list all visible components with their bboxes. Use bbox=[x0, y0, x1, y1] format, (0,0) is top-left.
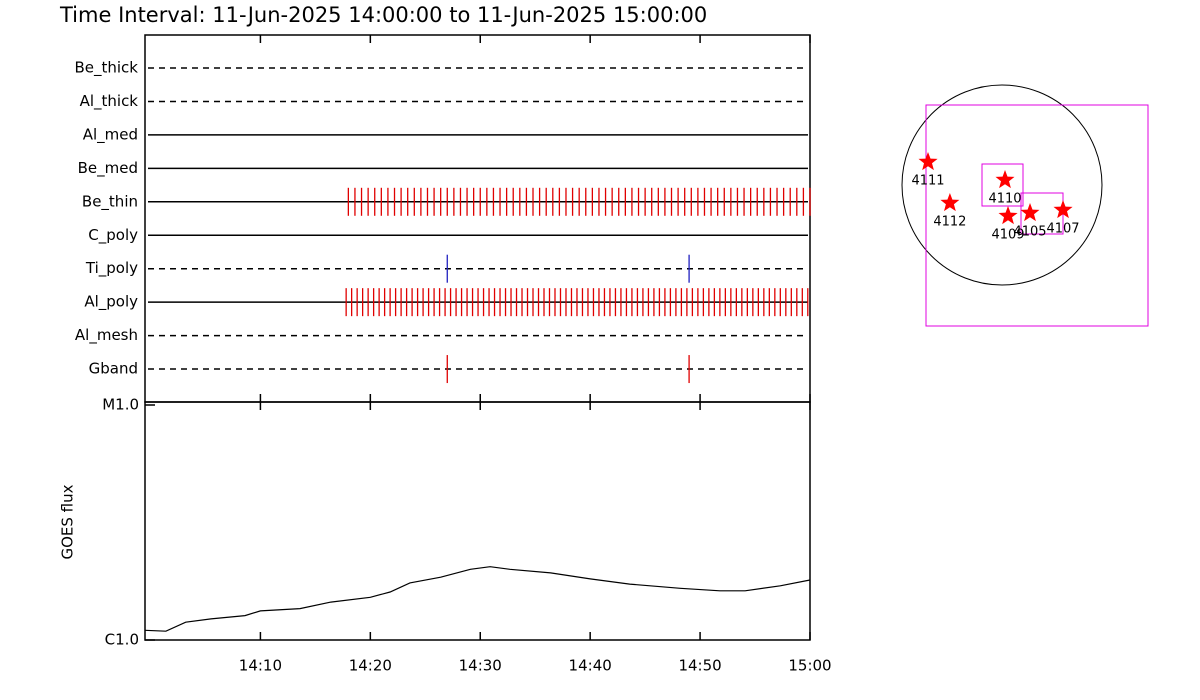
timeline-frame bbox=[144, 34, 811, 403]
y-tick-label: C1.0 bbox=[105, 631, 139, 649]
region-star bbox=[995, 170, 1015, 189]
row-label: Be_med bbox=[78, 159, 138, 178]
row-label: Al_thick bbox=[80, 92, 139, 111]
row-label: Al_med bbox=[83, 125, 138, 144]
row-label: Ti_poly bbox=[85, 259, 138, 278]
fov-box bbox=[981, 163, 1024, 207]
region-star bbox=[998, 206, 1018, 225]
region-star bbox=[1053, 200, 1073, 219]
x-tick-label: 14:10 bbox=[239, 657, 282, 675]
x-tick-label: 14:40 bbox=[569, 657, 612, 675]
y-tick-label: M1.0 bbox=[102, 396, 139, 414]
chart-title: Time Interval: 11-Jun-2025 14:00:00 to 1… bbox=[59, 3, 707, 27]
region-star bbox=[918, 152, 938, 171]
x-tick-label: 14:30 bbox=[459, 657, 502, 675]
row-label: C_poly bbox=[88, 226, 138, 245]
fov-box bbox=[925, 104, 1149, 327]
region-label: 4105 bbox=[1013, 225, 1046, 240]
row-label: Be_thin bbox=[82, 192, 138, 211]
x-tick-label: 14:50 bbox=[678, 657, 721, 675]
region-label: 4109 bbox=[991, 228, 1024, 243]
region-label: 4110 bbox=[988, 192, 1021, 207]
solar-disk bbox=[901, 84, 1103, 286]
flux-line bbox=[144, 566, 811, 632]
region-label: 4111 bbox=[911, 173, 944, 188]
y-axis-label: GOES flux bbox=[59, 484, 77, 559]
x-tick-label: 14:20 bbox=[349, 657, 392, 675]
goes-frame bbox=[144, 401, 811, 641]
region-star bbox=[1020, 203, 1040, 222]
row-label: Be_thick bbox=[74, 59, 138, 78]
region-label: 4112 bbox=[933, 215, 966, 230]
region-label: 4107 bbox=[1046, 222, 1079, 237]
row-label: Al_poly bbox=[84, 293, 138, 312]
x-tick-label: 15:00 bbox=[788, 657, 831, 675]
region-star bbox=[940, 193, 960, 212]
row-label: Gband bbox=[89, 360, 138, 378]
row-label: Al_mesh bbox=[75, 326, 138, 345]
